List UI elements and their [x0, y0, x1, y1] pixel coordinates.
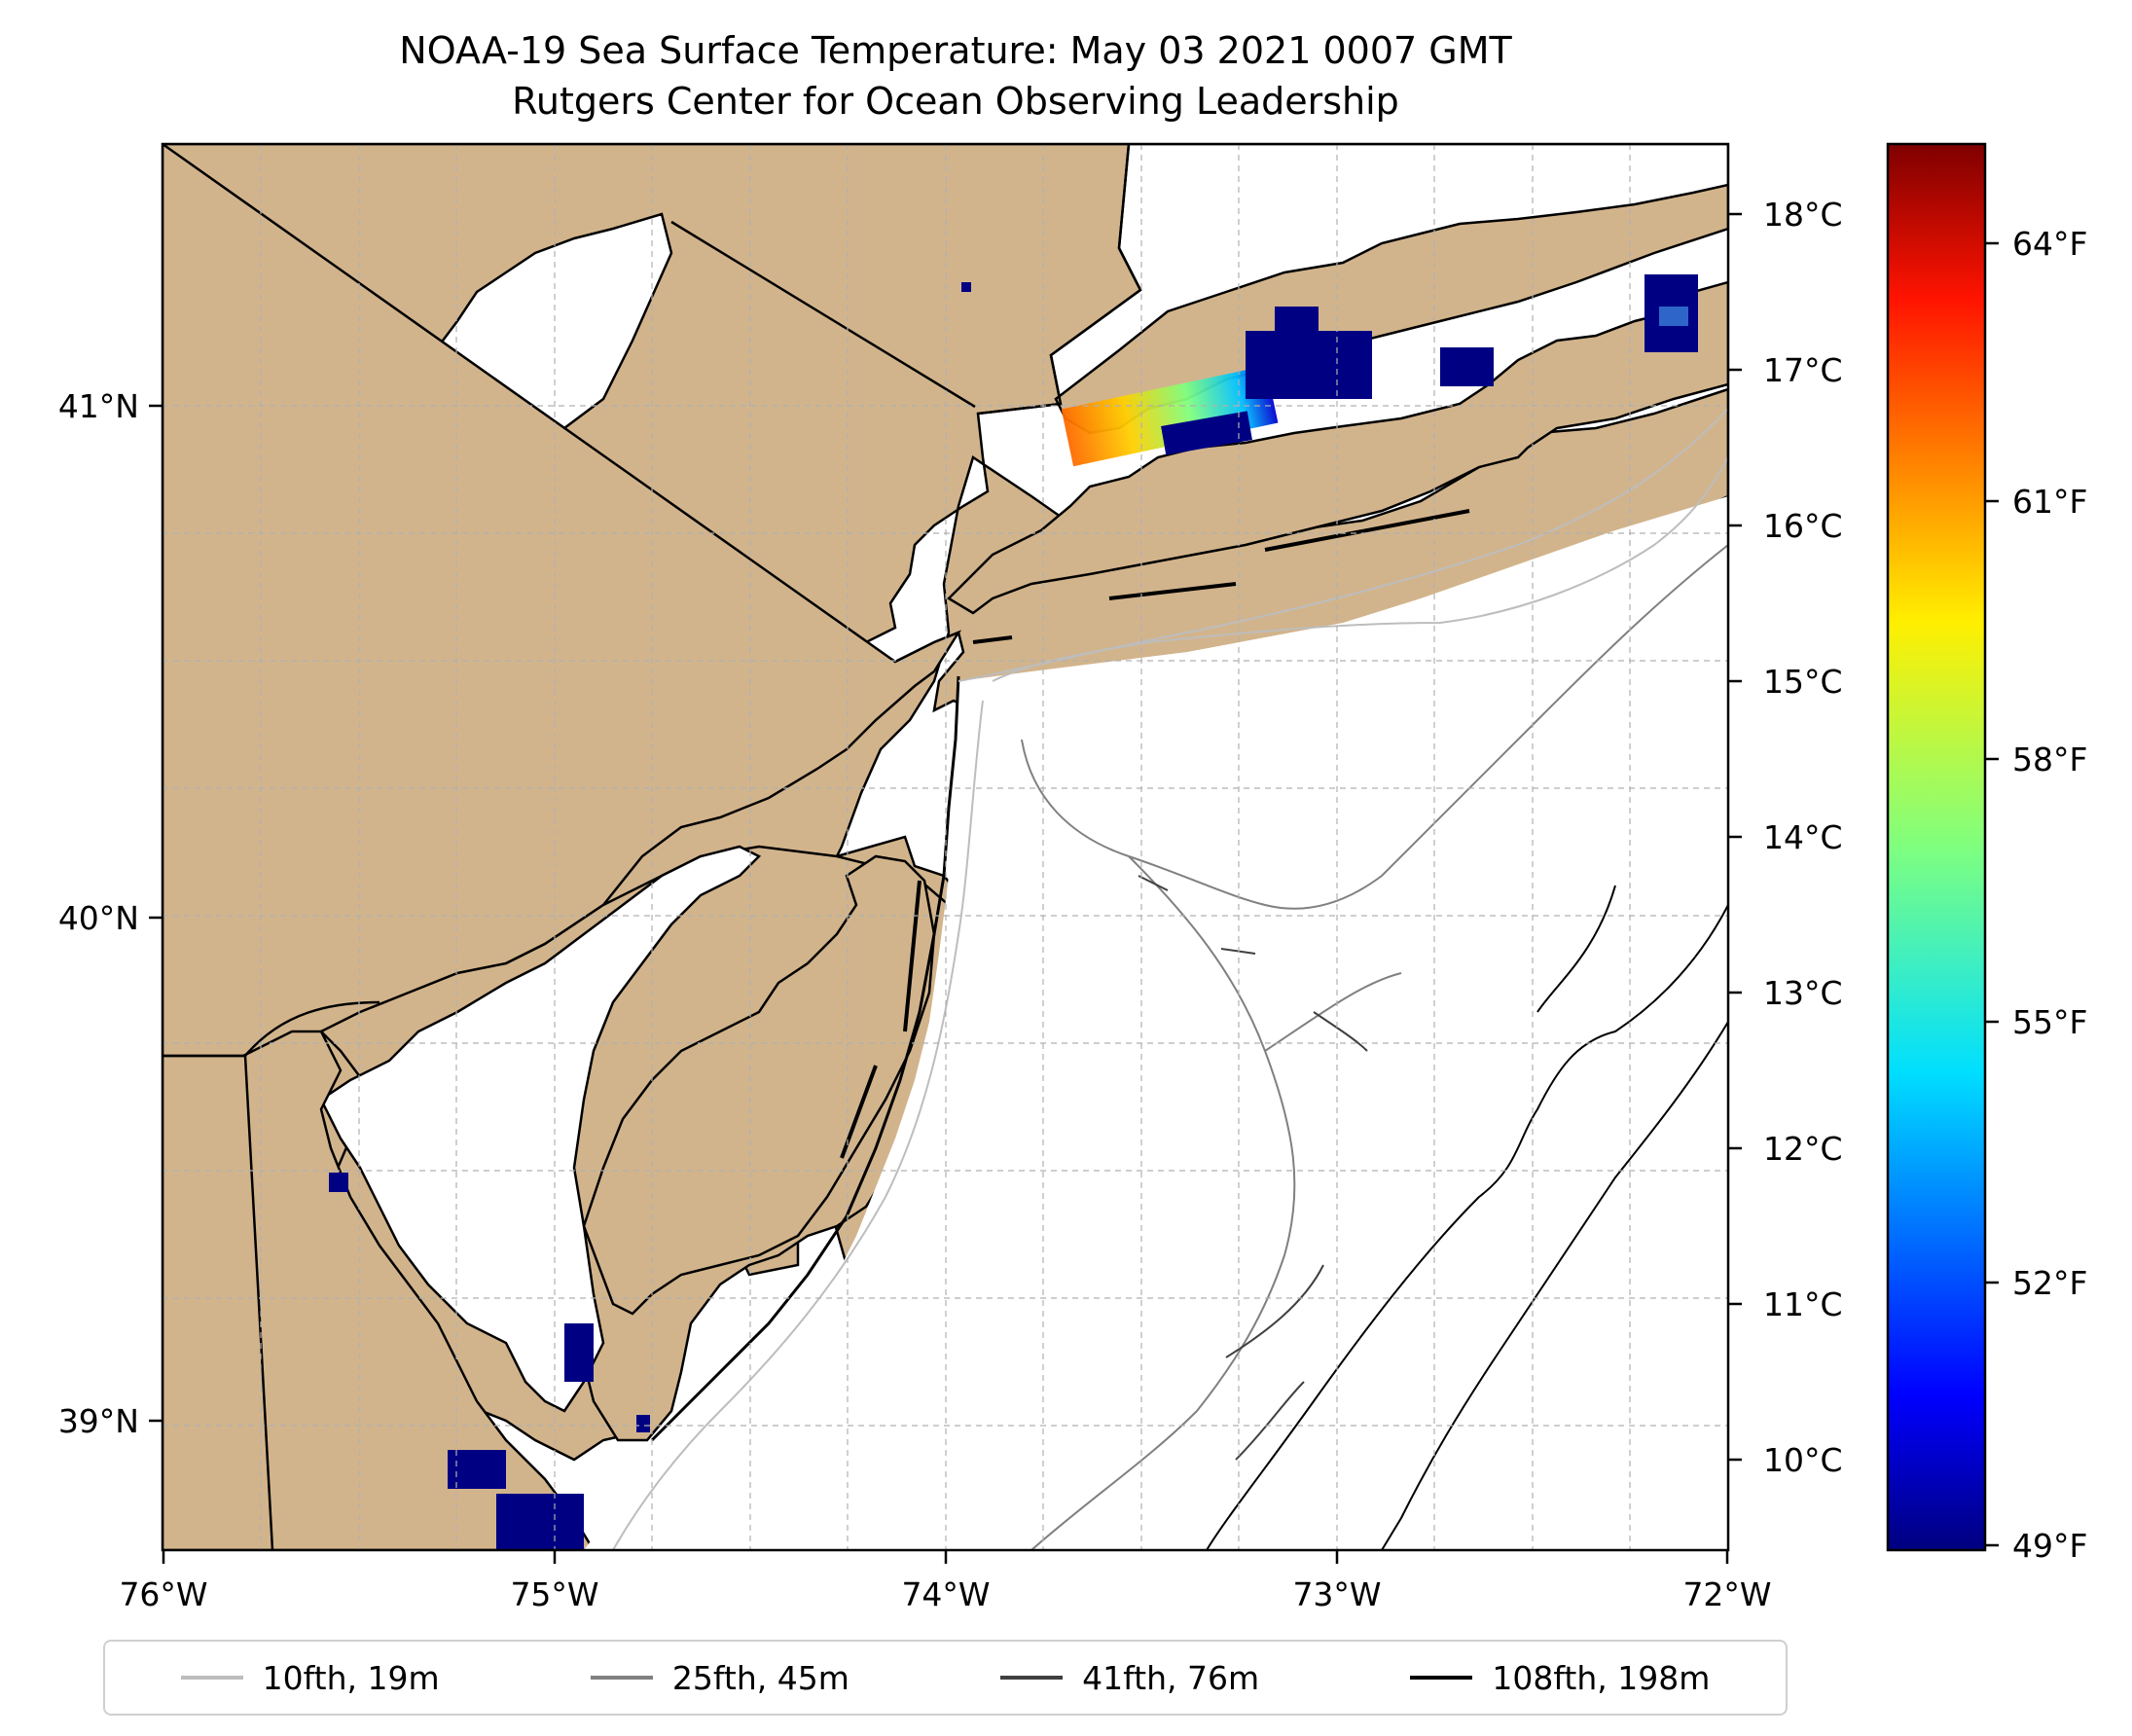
- celsius-tick-label: 16°C: [1763, 507, 1843, 545]
- legend-label: 10fth, 19m: [262, 1658, 440, 1697]
- legend-swatch: [1000, 1676, 1064, 1680]
- lat-tick-label: 41°N: [58, 387, 139, 425]
- water-delaware-bay: [319, 845, 762, 1413]
- fahrenheit-tick-label: 58°F: [2012, 741, 2087, 778]
- legend-item: 25fth, 45m: [590, 1658, 849, 1697]
- lon-tick-label: 72°W: [1682, 1575, 1771, 1613]
- bathymetry-legend: 10fth, 19m 25fth, 45m 41fth, 76m 108fth,…: [103, 1640, 1788, 1716]
- land-cape-may-tip: [582, 854, 936, 1316]
- map-title: NOAA-19 Sea Surface Temperature: May 03 …: [399, 29, 1512, 72]
- fahrenheit-tick-label: 52°F: [2012, 1264, 2087, 1302]
- legend-item: 41fth, 76m: [1000, 1659, 1259, 1697]
- lon-tick-label: 76°W: [119, 1575, 207, 1613]
- bathymetry-108fth: [1206, 885, 1728, 1550]
- sst-data: [329, 274, 1698, 1550]
- land-connecticut: [1054, 144, 1728, 435]
- gridlines: [163, 144, 1728, 1550]
- celsius-tick-label: 17°C: [1763, 351, 1843, 389]
- colorbar: [1886, 142, 1987, 1552]
- celsius-tick-label: 14°C: [1763, 818, 1843, 856]
- lon-tick-label: 75°W: [510, 1575, 598, 1613]
- celsius-tick-label: 10°C: [1763, 1441, 1843, 1479]
- map-panel: [163, 144, 1728, 1550]
- legend-swatch: [1410, 1676, 1473, 1680]
- coastline-nj: [650, 675, 960, 1442]
- axis-ticks: [149, 212, 1742, 1564]
- barrier-islands: [840, 509, 1470, 1159]
- legend-item: 108fth, 198m: [1410, 1659, 1710, 1697]
- legend-swatch: [180, 1676, 243, 1680]
- celsius-tick-label: 18°C: [1763, 196, 1843, 234]
- bathymetry-25fth: [1021, 544, 1728, 1550]
- state-borders: [163, 144, 1142, 1550]
- map-subtitle: Rutgers Center for Ocean Observing Leade…: [512, 80, 1399, 123]
- legend-item: 10fth, 19m: [180, 1658, 440, 1697]
- bathymetry-41fth: [1138, 875, 1368, 1461]
- legend-label: 108fth, 198m: [1492, 1658, 1711, 1697]
- fahrenheit-tick-label: 49°F: [2012, 1527, 2087, 1565]
- fahrenheit-tick-label: 64°F: [2012, 225, 2087, 263]
- lat-tick-label: 39°N: [58, 1402, 139, 1440]
- colorbar-ticks: [1985, 241, 1999, 1547]
- fahrenheit-tick-label: 55°F: [2012, 1003, 2087, 1041]
- ocean: [584, 496, 1728, 1550]
- lat-tick-label: 40°N: [58, 899, 139, 937]
- celsius-tick-label: 11°C: [1763, 1285, 1843, 1323]
- legend-label: 25fth, 45m: [671, 1658, 849, 1697]
- fahrenheit-tick-label: 61°F: [2012, 483, 2087, 521]
- lon-tick-label: 73°W: [1292, 1575, 1381, 1613]
- legend-swatch: [590, 1676, 653, 1680]
- celsius-tick-label: 13°C: [1763, 974, 1843, 1012]
- lon-tick-label: 74°W: [901, 1575, 990, 1613]
- celsius-tick-label: 12°C: [1763, 1130, 1843, 1168]
- celsius-tick-label: 15°C: [1763, 663, 1843, 701]
- legend-label: 41fth, 76m: [1082, 1658, 1260, 1697]
- bathymetry-10fth: [612, 408, 1728, 1550]
